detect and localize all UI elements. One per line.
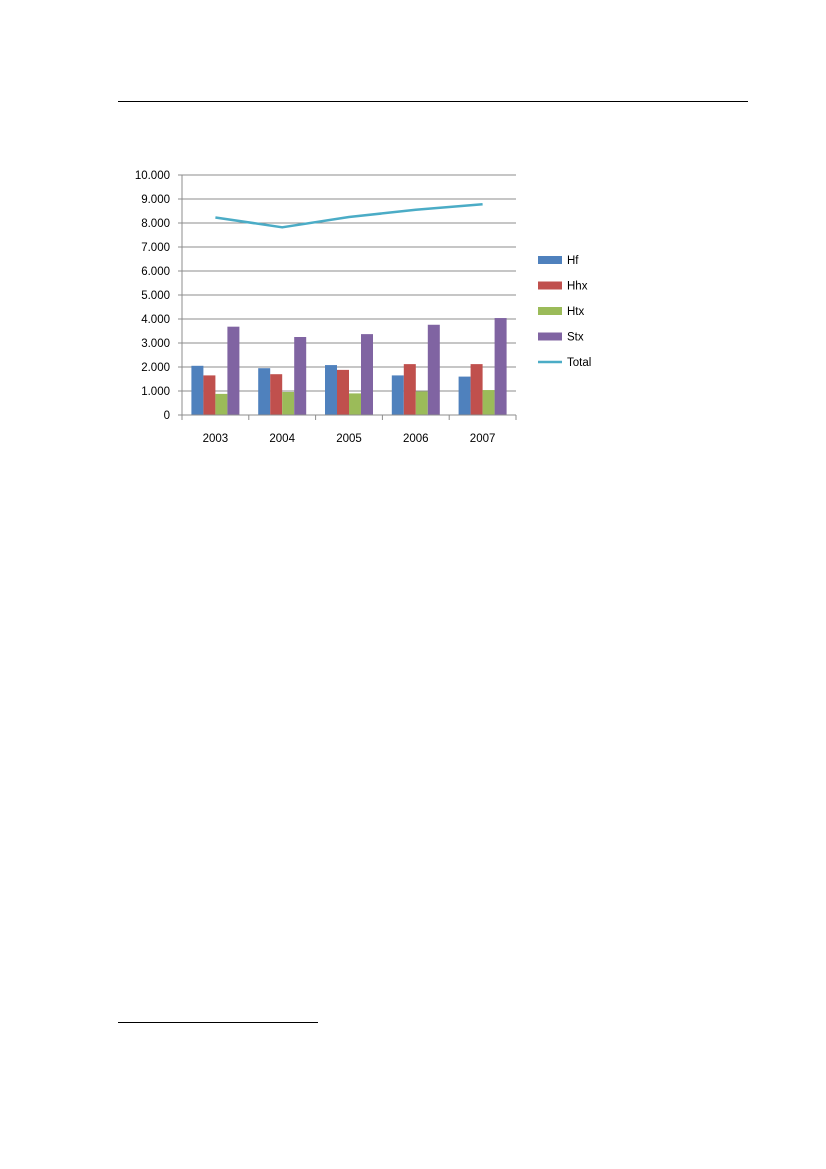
bar-stx-2003 xyxy=(227,326,240,415)
y-tick-label: 10.000 xyxy=(135,170,170,182)
bar-htx-2006 xyxy=(415,391,428,415)
bar-hhx-2007 xyxy=(470,364,483,415)
y-tick-label: 1.000 xyxy=(141,386,170,398)
y-tick-label: 0 xyxy=(164,410,170,422)
y-tick-label: 3.000 xyxy=(141,338,170,350)
bar-hf-2003 xyxy=(191,365,204,415)
legend-swatch-hhx xyxy=(538,281,562,290)
y-tick-label: 2.000 xyxy=(141,362,170,374)
x-tick-label: 2006 xyxy=(403,433,429,445)
bar-stx-2005 xyxy=(361,334,373,415)
axes xyxy=(178,174,517,420)
bar-hf-2007 xyxy=(458,376,471,415)
bar-hhx-2005 xyxy=(337,369,349,415)
bar-hhx-2006 xyxy=(403,364,416,415)
y-tick-label: 9.000 xyxy=(141,194,170,206)
bar-stx-2007 xyxy=(494,318,507,415)
x-tick-label: 2003 xyxy=(203,433,229,445)
y-tick-label: 4.000 xyxy=(141,314,170,326)
legend: Hf Hhx Htx Stx Total xyxy=(538,255,591,369)
y-tick-label: 8.000 xyxy=(141,218,170,230)
x-tick-label: 2007 xyxy=(470,433,496,445)
x-tick-label: 2004 xyxy=(269,433,295,445)
x-axis-ticks: 2003 2004 2005 2006 2007 xyxy=(203,433,496,445)
enrollment-chart: 0 1.000 2.000 3.000 4.000 5.000 6.000 7.000 8.00… xyxy=(135,170,591,445)
bar-hf-2005 xyxy=(325,365,337,415)
legend-swatch-stx xyxy=(538,332,562,341)
bar-htx-2004 xyxy=(282,391,295,415)
legend-swatch-hf xyxy=(538,256,562,264)
bar-htx-2005 xyxy=(349,393,361,415)
bar-hf-2004 xyxy=(258,368,271,415)
lines xyxy=(215,203,483,229)
bar-stx-2006 xyxy=(427,324,440,415)
legend-label-hf: Hf xyxy=(567,255,579,267)
legend-label-hhx: Hhx xyxy=(567,281,588,293)
bar-htx-2003 xyxy=(215,393,228,415)
line-total xyxy=(215,203,483,229)
footnote-rule xyxy=(118,1022,318,1023)
legend-label-htx: Htx xyxy=(567,306,585,318)
bar-htx-2007 xyxy=(482,390,495,415)
bar-hhx-2004 xyxy=(270,374,283,415)
y-tick-label: 7.000 xyxy=(141,242,170,254)
y-tick-label: 5.000 xyxy=(141,290,170,302)
legend-label-total: Total xyxy=(567,357,591,369)
bars xyxy=(191,318,507,415)
legend-label-stx: Stx xyxy=(567,332,584,344)
y-axis-ticks: 0 1.000 2.000 3.000 4.000 5.000 6.000 7.000 8.00… xyxy=(135,170,170,422)
bar-hf-2006 xyxy=(391,375,404,415)
bar-hhx-2003 xyxy=(203,375,216,415)
legend-swatch-htx xyxy=(538,307,562,315)
y-tick-label: 6.000 xyxy=(141,266,170,278)
bar-stx-2004 xyxy=(294,337,307,415)
header-rule xyxy=(118,101,748,102)
x-tick-label: 2005 xyxy=(336,433,362,445)
